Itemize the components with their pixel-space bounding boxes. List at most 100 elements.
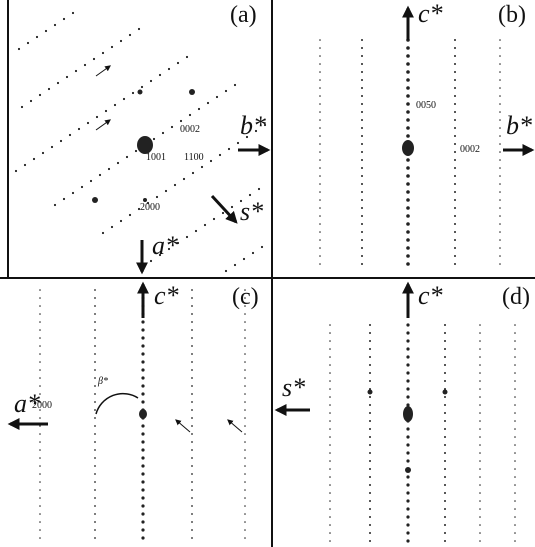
diffraction-spot: [329, 396, 331, 398]
diffraction-spot: [479, 428, 481, 430]
panel-label: (b): [498, 2, 526, 28]
diffraction-spot: [191, 305, 193, 307]
diffraction-spot: [514, 356, 516, 358]
diffraction-spot: [319, 71, 321, 73]
diffraction-spot: [141, 432, 145, 436]
diffraction-spot: [197, 107, 201, 111]
diffraction-spot: [191, 289, 193, 291]
diffraction-spot: [71, 191, 75, 195]
diffraction-spot: [329, 524, 331, 526]
diffraction-spot: [86, 121, 90, 125]
diffraction-spot: [406, 539, 410, 543]
diffraction-spot: [191, 537, 193, 539]
diffraction-spot: [361, 111, 363, 113]
diffraction-spot: [499, 239, 501, 241]
diffraction-spot: [406, 355, 410, 359]
diffraction-spot: [319, 127, 321, 129]
diffraction-spot: [444, 540, 446, 542]
diffraction-spot: [514, 444, 516, 446]
diffraction-spot: [319, 255, 321, 257]
diffraction-spot: [244, 305, 246, 307]
diffraction-spot: [329, 436, 331, 438]
diffraction-spot: [94, 465, 96, 467]
diffraction-spot: [406, 158, 410, 162]
diffraction-spot: [141, 448, 145, 452]
diffraction-spot: [158, 73, 162, 77]
diffraction-spot: [361, 175, 363, 177]
diffraction-spot: [191, 441, 193, 443]
diffraction-spot: [369, 372, 371, 374]
diffraction-spot: [479, 444, 481, 446]
diffraction-spot: [499, 55, 501, 57]
diffraction-spot: [141, 384, 145, 388]
diffraction-spot: [406, 222, 410, 226]
diffraction-spot: [104, 109, 108, 113]
diffraction-spot: [167, 67, 171, 71]
diffraction-spot: [94, 473, 96, 475]
diffraction-spot: [191, 417, 193, 419]
diffraction-spot: [141, 480, 145, 484]
diffraction-spot: [39, 345, 41, 347]
diffraction-spot: [406, 371, 410, 375]
diffraction-spot: [244, 529, 246, 531]
diffraction-spot: [244, 377, 246, 379]
diffraction-spot: [32, 157, 36, 161]
diffraction-spot: [329, 324, 331, 326]
diffraction-spot: [369, 532, 371, 534]
diffraction-spot: [319, 191, 321, 193]
diffraction-spot: [454, 159, 456, 161]
diffraction-spot: [329, 380, 331, 382]
diffraction-spot: [444, 460, 446, 462]
diffraction-spot: [119, 219, 123, 223]
diffraction-spot: [514, 468, 516, 470]
diffraction-spot: [329, 468, 331, 470]
diffraction-spot: [406, 254, 410, 258]
diffraction-spot: [319, 199, 321, 201]
diffraction-spot: [191, 449, 193, 451]
diffraction-spot: [514, 372, 516, 374]
diffraction-spot: [319, 231, 321, 233]
diffraction-spot: [329, 340, 331, 342]
diffraction-spot: [244, 513, 246, 515]
diffraction-spot: [499, 79, 501, 81]
diffraction-spot: [361, 231, 363, 233]
diffraction-spot: [499, 127, 501, 129]
diffraction-spot: [248, 193, 252, 197]
diffraction-spot: [499, 103, 501, 105]
diffraction-spot: [244, 497, 246, 499]
diffraction-spot: [499, 175, 501, 177]
diffraction-spot: [224, 89, 228, 93]
diffraction-spot: [158, 253, 162, 257]
diffraction-spot: [514, 364, 516, 366]
diffraction-spot: [244, 449, 246, 451]
diffraction-spot: [499, 135, 501, 137]
diffraction-spot: [329, 348, 331, 350]
diffraction-spot: [406, 262, 410, 266]
diffraction-spot: [454, 255, 456, 257]
diffraction-spot: [39, 361, 41, 363]
diffraction-spot: [406, 86, 410, 90]
diffraction-spot: [128, 33, 132, 37]
diffraction-spot: [444, 388, 446, 390]
diffraction-spot: [329, 428, 331, 430]
diffraction-spot: [39, 529, 41, 531]
diffraction-spot: [191, 497, 193, 499]
diffraction-spot: [361, 135, 363, 137]
diffraction-spot: [499, 167, 501, 169]
diffraction-spot: [39, 393, 41, 395]
diffraction-spot: [361, 255, 363, 257]
diffraction-spot: [406, 174, 410, 178]
diffraction-spot: [94, 513, 96, 515]
diffraction-spot: [92, 57, 96, 61]
diffraction-spot: [94, 385, 96, 387]
diffraction-spot: [454, 263, 456, 265]
diffraction-spot: [141, 424, 145, 428]
diffraction-spot: [191, 465, 193, 467]
diffraction-spot: [329, 364, 331, 366]
diffraction-spot: [319, 143, 321, 145]
panel-label: (d): [502, 284, 530, 310]
diffraction-spot: [39, 497, 41, 499]
diffraction-spot: [189, 89, 195, 95]
diffraction-spot: [39, 369, 41, 371]
diffraction-spot: [406, 134, 410, 138]
